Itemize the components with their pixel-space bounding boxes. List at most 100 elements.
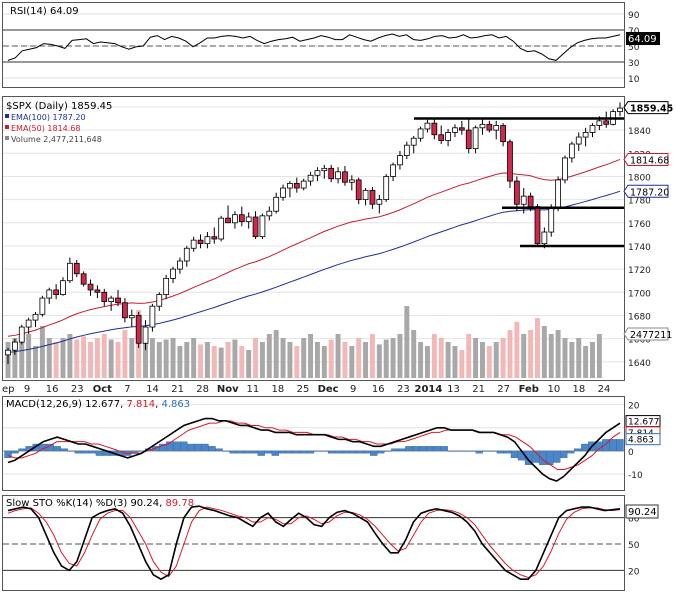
sto-tick: 80 <box>628 515 640 525</box>
candle <box>87 279 94 296</box>
candle <box>307 171 314 186</box>
candle <box>18 324 25 345</box>
candle <box>204 232 211 249</box>
candle <box>376 194 383 214</box>
candle <box>397 150 403 170</box>
ema50-line <box>7 158 621 337</box>
candle <box>617 102 623 117</box>
candle <box>582 127 589 147</box>
x-axis-label: 16 <box>46 384 59 395</box>
candle <box>390 162 396 182</box>
candle <box>445 128 451 147</box>
price-frame <box>2 96 625 381</box>
x-axis-label: 21 <box>171 384 184 395</box>
ema100-line <box>7 190 621 354</box>
x-axis-label: 13 <box>447 384 460 395</box>
price-legend: EMA(100) 1787.20 EMA(50) 1814.68 Volume … <box>5 113 102 144</box>
candle <box>53 284 60 300</box>
price-tick: 1840 <box>628 127 651 137</box>
rsi-tick: 90 <box>628 11 640 21</box>
x-axis-label: 23 <box>397 384 410 395</box>
candle <box>589 123 596 138</box>
macd-histogram-bar <box>567 450 575 454</box>
volume-bar <box>397 334 403 378</box>
volume-bar <box>170 338 176 378</box>
candle <box>383 174 390 202</box>
volume-bar <box>431 334 437 378</box>
volume-bar <box>129 338 135 378</box>
volume-bar <box>528 330 534 378</box>
candle <box>259 213 266 239</box>
volume-bar <box>314 342 320 378</box>
candle <box>328 164 335 183</box>
svg-text:90.24: 90.24 <box>628 507 657 518</box>
sto-k-value: 90.24 <box>130 498 159 509</box>
rsi-panel: RSI(14) 64.09 9070503010 64.09 <box>2 2 660 88</box>
volume-bar <box>26 334 32 378</box>
candle <box>507 139 513 189</box>
macd-histogram-bar <box>510 450 519 459</box>
candle <box>321 164 328 179</box>
macd-histogram-bar <box>299 450 308 454</box>
macd-histogram-bar <box>412 446 420 452</box>
candle <box>500 123 506 147</box>
macd-tick: -10 <box>628 471 643 481</box>
price-badge: 1814.68 <box>623 152 669 166</box>
candle <box>73 259 80 278</box>
candle <box>67 257 73 284</box>
candle <box>12 338 18 355</box>
x-axis-label: 11 <box>246 384 259 395</box>
volume-bar <box>301 338 307 378</box>
volume-bar <box>548 334 554 378</box>
candle <box>293 177 300 193</box>
sto-k-line <box>7 505 621 581</box>
volume-bar <box>363 342 369 378</box>
macd-histogram-bar <box>349 450 357 454</box>
volume-bar <box>81 336 87 378</box>
svg-text:4.863: 4.863 <box>628 436 654 446</box>
macd-histogram-bar <box>264 450 272 454</box>
macd-histogram-bar <box>496 450 505 454</box>
macd-histogram-bar <box>503 450 512 454</box>
candle <box>135 311 142 348</box>
volume-bar <box>459 350 465 378</box>
volume-bar <box>452 346 458 378</box>
price-title: $SPX (Daily) 1859.45 <box>6 101 112 112</box>
volume-bar <box>321 346 327 378</box>
candle <box>115 289 121 307</box>
macd-label: MACD(12,26,9) 12.677, 7.814, 4.863 <box>6 399 190 410</box>
macd-histogram-bar <box>391 448 399 452</box>
sto-label: Slow STO %K(14) %D(3) 90.24, 89.78 <box>6 498 194 509</box>
candle <box>479 118 486 135</box>
volume-bar <box>445 342 451 378</box>
candle <box>170 266 176 284</box>
volume-bar <box>67 334 73 378</box>
volume-bar <box>253 338 259 378</box>
macd-histogram-bar <box>285 450 294 454</box>
x-axis-label: Nov <box>217 384 239 395</box>
candle <box>568 141 575 163</box>
volume-bar <box>184 342 190 378</box>
candle <box>156 292 163 311</box>
macd-histogram-bar <box>187 443 195 452</box>
legend-ema50: EMA(50) 1814.68 <box>11 124 80 133</box>
volume-bar <box>308 334 314 378</box>
macd-histogram-bar <box>173 441 181 452</box>
macd-histogram-bar <box>4 450 12 459</box>
macd-line <box>7 417 621 482</box>
macd-histogram-bar <box>468 450 476 452</box>
svg-text:1814.68: 1814.68 <box>630 155 669 166</box>
volume-bar <box>12 338 18 378</box>
macd-histogram-bar <box>243 450 251 454</box>
candle <box>60 277 66 296</box>
volume-bar <box>33 346 38 378</box>
volume-bar <box>479 342 485 378</box>
price-tick: 1700 <box>628 289 651 299</box>
candle <box>534 204 541 246</box>
price-badge: 2477211 <box>623 327 672 341</box>
macd-histogram-bar <box>538 450 547 465</box>
volume-bar <box>342 342 348 378</box>
candle <box>348 175 355 191</box>
volume-bar <box>19 330 25 378</box>
volume-bar <box>94 338 100 378</box>
